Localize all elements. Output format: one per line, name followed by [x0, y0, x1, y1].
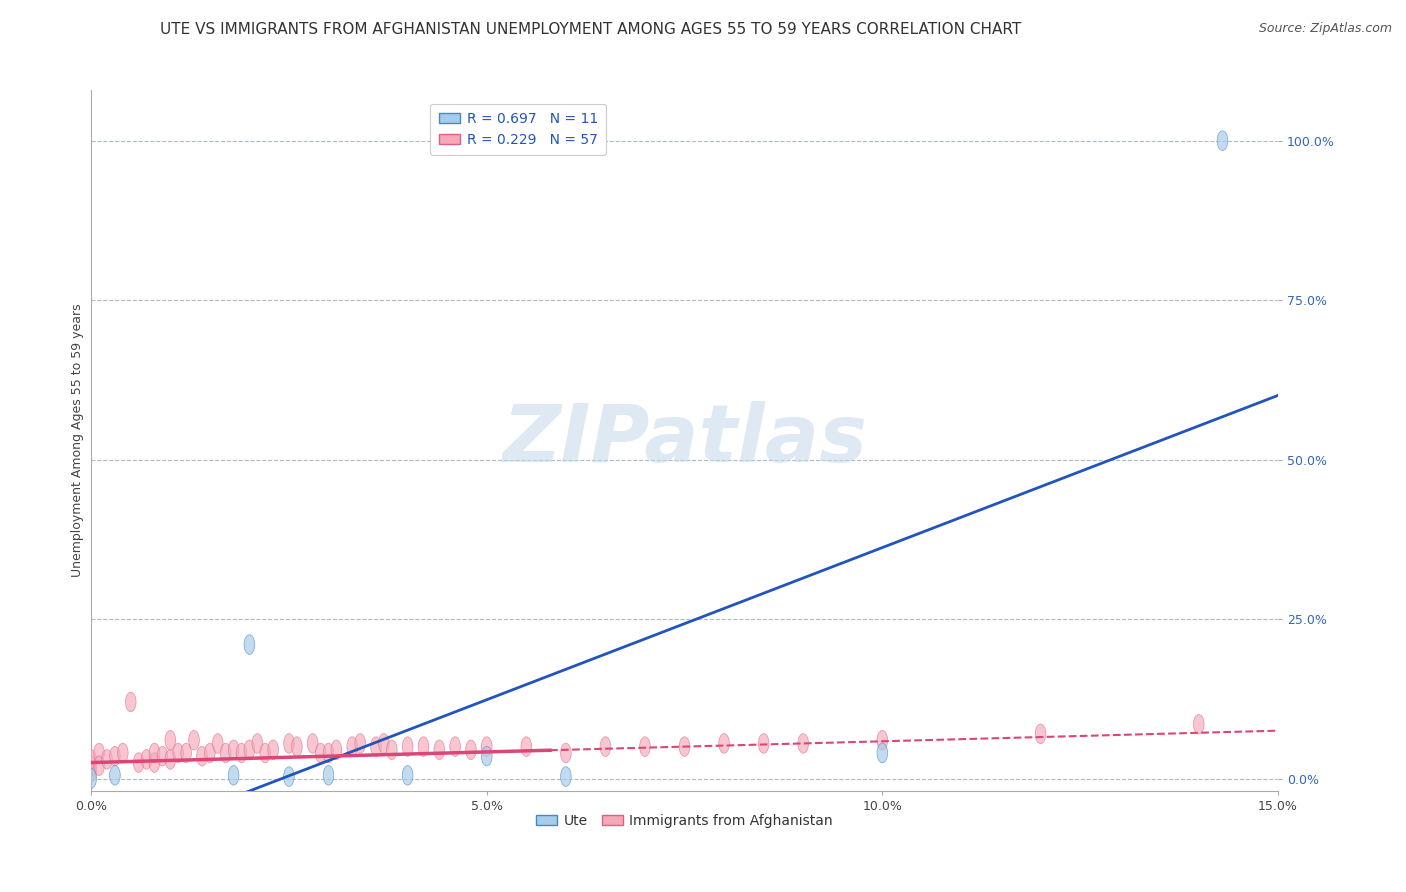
- Ellipse shape: [110, 765, 121, 785]
- Ellipse shape: [315, 743, 326, 763]
- Ellipse shape: [797, 733, 808, 753]
- Ellipse shape: [197, 747, 207, 766]
- Ellipse shape: [561, 767, 571, 787]
- Ellipse shape: [165, 749, 176, 769]
- Text: UTE VS IMMIGRANTS FROM AFGHANISTAN UNEMPLOYMENT AMONG AGES 55 TO 59 YEARS CORREL: UTE VS IMMIGRANTS FROM AFGHANISTAN UNEMP…: [160, 22, 1021, 37]
- Ellipse shape: [402, 765, 413, 785]
- Ellipse shape: [86, 749, 97, 769]
- Ellipse shape: [125, 692, 136, 712]
- Ellipse shape: [267, 740, 278, 760]
- Ellipse shape: [418, 737, 429, 756]
- Ellipse shape: [86, 763, 97, 782]
- Text: Source: ZipAtlas.com: Source: ZipAtlas.com: [1258, 22, 1392, 36]
- Ellipse shape: [236, 743, 247, 763]
- Ellipse shape: [600, 737, 610, 756]
- Ellipse shape: [252, 733, 263, 753]
- Ellipse shape: [204, 743, 215, 763]
- Ellipse shape: [141, 749, 152, 769]
- Ellipse shape: [1218, 131, 1227, 151]
- Ellipse shape: [481, 737, 492, 756]
- Ellipse shape: [679, 737, 690, 756]
- Ellipse shape: [228, 765, 239, 785]
- Ellipse shape: [149, 743, 160, 763]
- Ellipse shape: [1194, 714, 1204, 734]
- Ellipse shape: [284, 767, 294, 787]
- Ellipse shape: [371, 737, 381, 756]
- Ellipse shape: [212, 733, 224, 753]
- Ellipse shape: [522, 737, 531, 756]
- Ellipse shape: [1035, 724, 1046, 744]
- Ellipse shape: [465, 740, 477, 760]
- Ellipse shape: [330, 740, 342, 760]
- Ellipse shape: [561, 743, 571, 763]
- Ellipse shape: [378, 733, 389, 753]
- Ellipse shape: [245, 740, 254, 760]
- Ellipse shape: [877, 731, 887, 750]
- Ellipse shape: [402, 737, 413, 756]
- Ellipse shape: [877, 743, 887, 763]
- Ellipse shape: [94, 743, 104, 763]
- Ellipse shape: [149, 753, 160, 772]
- Ellipse shape: [308, 733, 318, 753]
- Ellipse shape: [118, 743, 128, 763]
- Ellipse shape: [758, 733, 769, 753]
- Y-axis label: Unemployment Among Ages 55 to 59 years: Unemployment Among Ages 55 to 59 years: [72, 303, 84, 577]
- Ellipse shape: [434, 740, 444, 760]
- Legend: Ute, Immigrants from Afghanistan: Ute, Immigrants from Afghanistan: [530, 808, 838, 833]
- Ellipse shape: [86, 769, 97, 789]
- Ellipse shape: [221, 743, 231, 763]
- Ellipse shape: [157, 747, 167, 766]
- Ellipse shape: [188, 731, 200, 750]
- Ellipse shape: [86, 756, 97, 775]
- Ellipse shape: [181, 743, 191, 763]
- Ellipse shape: [134, 753, 143, 772]
- Ellipse shape: [481, 747, 492, 766]
- Ellipse shape: [323, 765, 333, 785]
- Ellipse shape: [260, 743, 270, 763]
- Ellipse shape: [291, 737, 302, 756]
- Ellipse shape: [354, 733, 366, 753]
- Ellipse shape: [718, 733, 730, 753]
- Ellipse shape: [640, 737, 651, 756]
- Ellipse shape: [347, 737, 357, 756]
- Ellipse shape: [228, 740, 239, 760]
- Text: ZIPatlas: ZIPatlas: [502, 401, 868, 479]
- Ellipse shape: [323, 743, 333, 763]
- Ellipse shape: [94, 756, 104, 775]
- Ellipse shape: [387, 740, 396, 760]
- Ellipse shape: [165, 731, 176, 750]
- Ellipse shape: [101, 749, 112, 769]
- Ellipse shape: [245, 635, 254, 655]
- Ellipse shape: [173, 743, 184, 763]
- Ellipse shape: [284, 733, 294, 753]
- Ellipse shape: [110, 747, 121, 766]
- Ellipse shape: [450, 737, 460, 756]
